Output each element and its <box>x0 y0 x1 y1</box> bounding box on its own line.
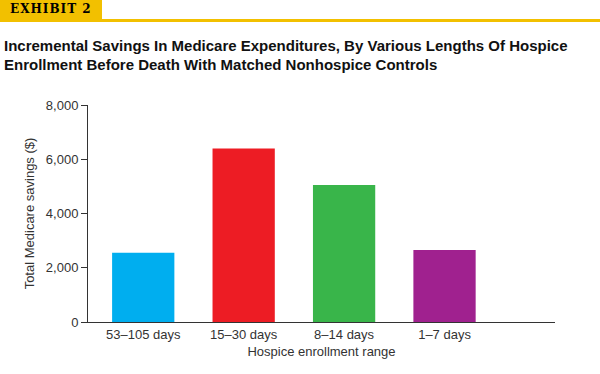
svg-text:53–105 days: 53–105 days <box>106 327 181 342</box>
svg-text:4,000: 4,000 <box>46 206 79 221</box>
html-text:EXHIBIT 2: EXHIBIT 2 <box>10 2 92 16</box>
svg-text:6,000: 6,000 <box>46 152 79 167</box>
svg-text:2,000: 2,000 <box>46 260 79 275</box>
svg-text:8,000: 8,000 <box>46 98 79 113</box>
svg-text:0: 0 <box>71 315 78 330</box>
html-text:Incremental Savings In Medicar: Incremental Savings In Medicare Expendit… <box>4 37 568 73</box>
svg-text:15–30 days: 15–30 days <box>210 327 278 342</box>
svg-text:Hospice enrollment range: Hospice enrollment range <box>247 344 395 359</box>
svg-text:8–14 days: 8–14 days <box>314 327 374 342</box>
svg-text:Total Medicare savings ($): Total Medicare savings ($) <box>22 138 37 290</box>
svg-text:1–7 days: 1–7 days <box>418 327 471 342</box>
